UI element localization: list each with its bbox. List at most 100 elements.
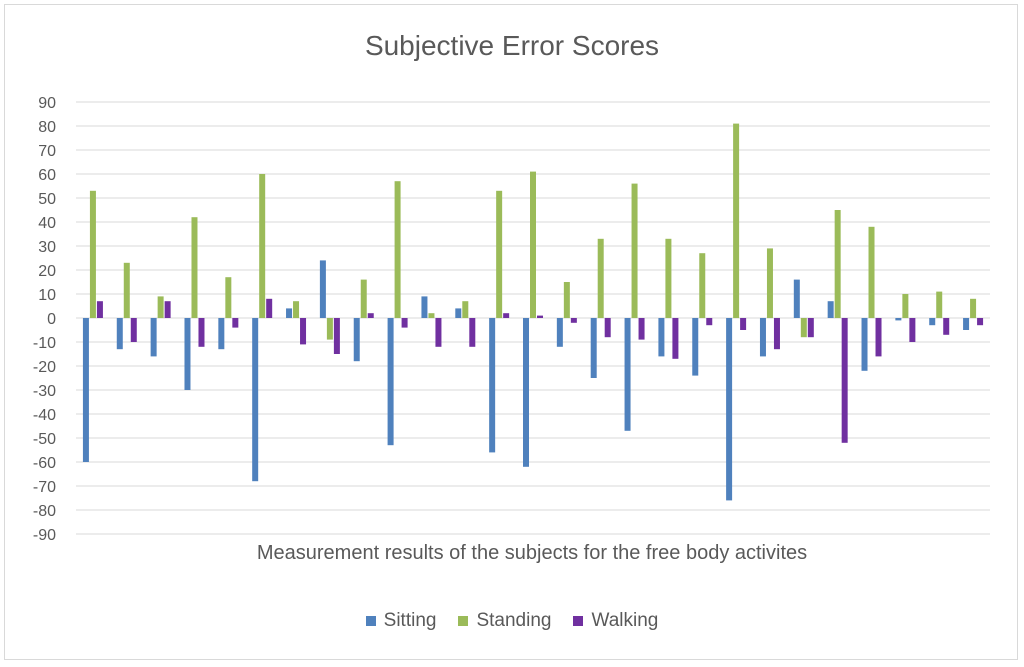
bar-sitting-9 [353,318,360,362]
legend-label-walking: Walking [591,610,659,631]
bar-walking-8 [333,318,340,354]
bar-walking-21 [773,318,780,350]
bar-standing-3 [157,296,164,318]
y-tick-label: 0 [47,311,56,328]
y-tick-label: 60 [38,167,56,184]
y-tick-label: 50 [38,191,56,208]
bar-standing-2 [123,262,130,318]
bar-standing-20 [733,123,740,318]
legend-swatch-sitting [365,616,376,626]
bar-standing-12 [462,301,469,318]
bar-standing-16 [597,238,604,318]
y-tick-label: 80 [38,119,56,136]
bar-sitting-2 [116,318,123,350]
bar-standing-8 [326,318,333,340]
y-tick-label: -10 [33,335,56,352]
legend-swatch-walking [573,616,584,626]
bar-walking-22 [807,318,814,338]
bar-walking-14 [537,315,543,318]
y-tick-label: -80 [33,503,56,520]
bar-walking-26 [943,318,950,335]
bar-standing-11 [428,313,435,318]
bar-sitting-15 [556,318,563,347]
bar-standing-22 [800,318,807,338]
bar-sitting-25 [895,318,902,321]
y-tick-label: 70 [38,143,56,160]
bar-standing-13 [496,190,503,318]
bar-standing-7 [293,301,300,318]
bar-standing-14 [530,171,536,318]
bar-sitting-27 [963,318,970,330]
bar-sitting-7 [286,308,293,318]
bar-walking-1 [96,301,103,318]
bar-walking-4 [198,318,205,347]
bar-standing-27 [970,298,977,318]
bar-sitting-23 [827,301,834,318]
bar-walking-10 [401,318,408,328]
bar-walking-7 [300,318,307,345]
y-tick-label: -40 [33,407,56,424]
bar-sitting-4 [184,318,191,390]
y-axis-ticks: 90 80 70 60 50 40 30 20 10 0 -10 -20 -30 -40 -50 -60 -70… [33,95,56,544]
bar-walking-5 [232,318,239,328]
bar-walking-3 [164,301,171,318]
y-tick-label: 10 [38,287,56,304]
bar-walking-16 [604,318,611,338]
y-tick-label: -30 [33,383,56,400]
bar-walking-27 [977,318,984,326]
bar-walking-20 [740,318,747,330]
bar-walking-23 [841,318,848,443]
y-tick-label: -70 [33,479,56,496]
bar-walking-11 [435,318,442,347]
x-axis-label: Measurement results of the subjects for … [256,542,808,564]
y-tick-label: 20 [38,263,56,280]
bar-sitting-12 [455,308,462,318]
bar-standing-9 [360,279,367,318]
chart-title: Subjective Error Scores [364,30,660,61]
bar-sitting-22 [793,279,800,318]
bar-sitting-10 [387,318,394,446]
bar-standing-17 [631,183,638,318]
bar-standing-25 [902,294,909,318]
legend-item-walking: Walking [573,610,658,632]
legend-label-standing: Standing [476,610,552,631]
y-tick-label: 40 [38,215,56,232]
bar-standing-26 [936,291,943,318]
bar-walking-19 [706,318,713,326]
bar-sitting-5 [218,318,225,350]
bar-walking-6 [266,298,273,318]
bar-standing-4 [191,217,198,318]
y-tick-label: 30 [38,239,56,256]
legend: Sitting Standing Walking [0,610,1024,632]
bar-sitting-24 [861,318,868,371]
bar-walking-25 [909,318,916,342]
bar-sitting-1 [82,318,89,462]
bar-standing-19 [699,253,706,318]
bar-standing-21 [766,248,773,318]
bar-walking-24 [875,318,882,357]
bars [82,123,984,501]
y-tick-label: -90 [33,527,56,544]
bar-walking-2 [130,318,137,342]
bar-sitting-26 [929,318,936,326]
legend-item-standing: Standing [458,610,551,632]
bar-sitting-16 [590,318,597,378]
bar-sitting-18 [658,318,665,357]
y-tick-label: -20 [33,359,56,376]
bar-standing-5 [225,277,232,318]
bar-walking-13 [503,313,510,318]
bar-sitting-19 [692,318,699,376]
bar-sitting-8 [319,260,326,318]
bar-sitting-20 [726,318,733,501]
bar-sitting-3 [150,318,157,357]
legend-item-sitting: Sitting [365,610,436,632]
bar-sitting-21 [759,318,766,357]
bar-standing-10 [394,181,401,318]
bar-sitting-13 [489,318,496,453]
bar-standing-1 [89,190,96,318]
y-tick-label: -60 [33,455,56,472]
bar-sitting-11 [421,296,428,318]
bar-standing-24 [868,226,875,318]
y-tick-label: -50 [33,431,56,448]
